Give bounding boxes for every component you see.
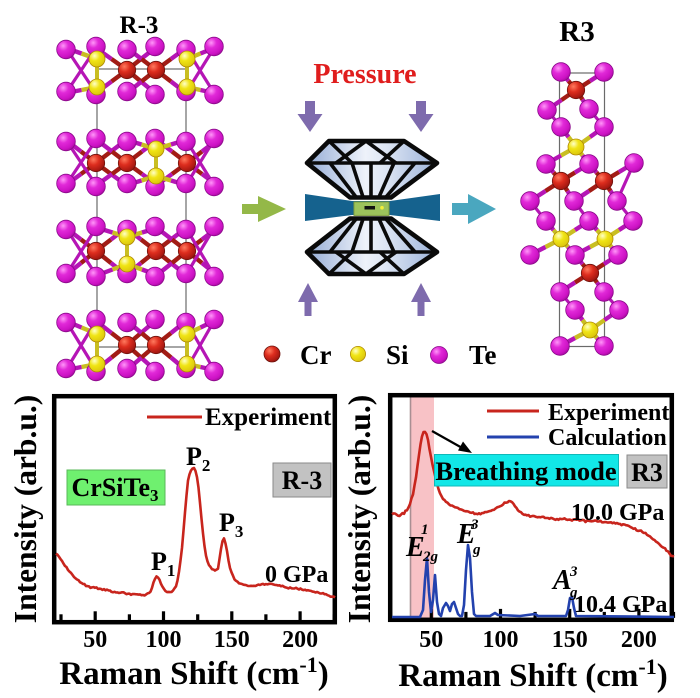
svg-text:Intensity (arb.u.): Intensity (arb.u.) [342, 395, 377, 623]
svg-text:Calculation: Calculation [548, 425, 667, 451]
svg-text:150: 150 [214, 627, 250, 653]
svg-text:E: E [405, 532, 425, 563]
svg-text:50: 50 [419, 627, 443, 653]
svg-text:Si: Si [386, 340, 409, 370]
svg-text:200: 200 [282, 627, 318, 653]
svg-text:R-3: R-3 [120, 12, 159, 39]
svg-text:2g: 2g [422, 549, 439, 565]
svg-text:100: 100 [146, 627, 182, 653]
svg-text:g: g [472, 542, 481, 558]
svg-text:Cr: Cr [300, 340, 331, 370]
svg-text:3: 3 [470, 517, 479, 533]
svg-text:R-3: R-3 [282, 466, 322, 495]
svg-text:R3: R3 [631, 458, 663, 487]
svg-text:Te: Te [469, 340, 497, 370]
svg-text:200: 200 [621, 627, 657, 653]
svg-text:100: 100 [483, 627, 519, 653]
svg-text:E: E [456, 519, 476, 550]
svg-text:Experiment: Experiment [548, 400, 669, 426]
svg-text:1: 1 [421, 522, 429, 538]
svg-text:R3: R3 [559, 16, 594, 48]
svg-text:CrSiTe3: CrSiTe3 [72, 473, 159, 505]
svg-text:Raman Shift (cm-1): Raman Shift (cm-1) [398, 654, 667, 694]
svg-text:Raman Shift (cm-1): Raman Shift (cm-1) [59, 652, 328, 692]
svg-text:Experiment: Experiment [205, 404, 332, 431]
svg-text:10.0 GPa: 10.0 GPa [571, 500, 664, 526]
svg-text:g: g [569, 585, 578, 601]
svg-text:Breathing mode: Breathing mode [435, 456, 617, 486]
svg-text:A: A [551, 565, 572, 596]
svg-text:150: 150 [552, 627, 588, 653]
svg-text:10.4 GPa: 10.4 GPa [574, 592, 667, 618]
svg-text:50: 50 [83, 627, 107, 653]
svg-text:Intensity (arb.u.): Intensity (arb.u.) [8, 395, 43, 623]
svg-text:Pressure: Pressure [313, 59, 416, 90]
svg-text:3: 3 [569, 564, 578, 580]
